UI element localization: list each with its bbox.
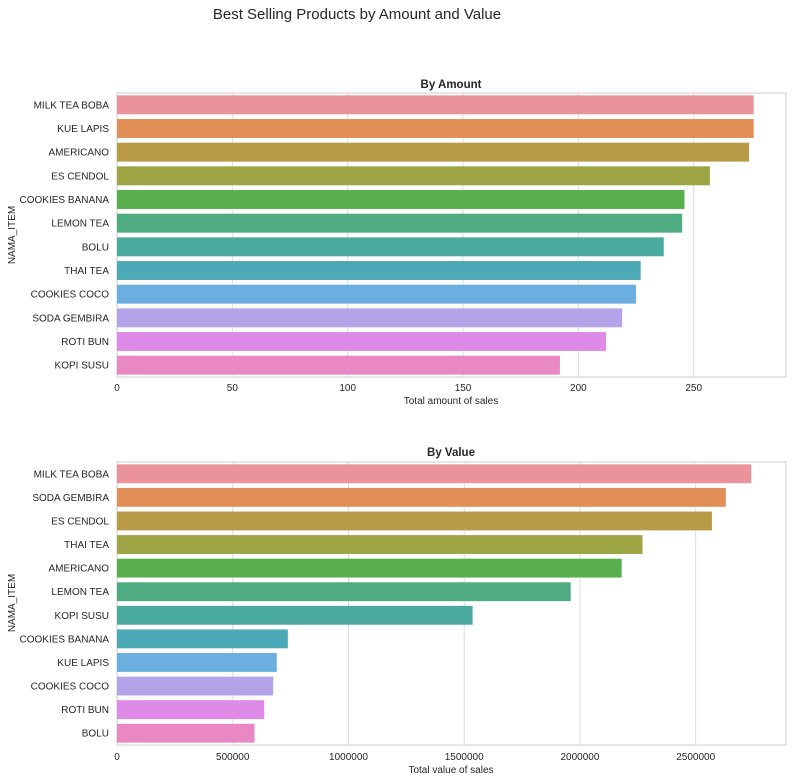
value-category-label: BOLU xyxy=(82,729,109,740)
amount-category-label: ROTI BUN xyxy=(61,337,109,348)
amount-bar xyxy=(117,308,623,328)
value-category-label: LEMON TEA xyxy=(51,587,109,598)
amount-category-label: KUE LAPIS xyxy=(57,124,109,135)
amount-bar xyxy=(117,190,685,209)
value-chart-plot-area xyxy=(116,461,787,746)
value-chart-title: By Value xyxy=(427,447,475,459)
value-category-label: KUE LAPIS xyxy=(57,658,109,669)
value-chart-ylabel: NAMA_ITEM xyxy=(7,574,18,632)
amount-category-label: BOLU xyxy=(82,242,109,253)
value-category-label: COOKIES COCO xyxy=(31,682,110,693)
amount-chart-title: By Amount xyxy=(421,79,482,91)
value-bar xyxy=(117,582,571,602)
amount-bar xyxy=(117,261,641,280)
value-bar xyxy=(117,605,473,625)
value-bar xyxy=(117,535,643,554)
amount-chart-ylabel: NAMA_ITEM xyxy=(7,206,18,264)
amount-x-tick-label: 150 xyxy=(455,383,472,394)
amount-bar xyxy=(117,119,754,138)
value-x-tick-label: 2500000 xyxy=(676,752,715,763)
amount-category-label: ES CENDOL xyxy=(51,171,109,182)
value-category-label: MILK TEA BOBA xyxy=(34,469,110,480)
amount-bar xyxy=(117,213,683,233)
value-x-tick-label: 500000 xyxy=(216,752,250,763)
amount-category-label: COOKIES BANANA xyxy=(20,195,110,206)
amount-x-tick-label: 0 xyxy=(114,383,120,394)
amount-category-label: THAI TEA xyxy=(64,266,109,277)
value-category-label: COOKIES BANANA xyxy=(20,634,110,645)
value-x-tick-label: 2000000 xyxy=(561,752,600,763)
value-bar xyxy=(117,653,277,672)
value-category-label: SODA GEMBIRA xyxy=(32,493,109,504)
value-bar xyxy=(117,464,752,484)
amount-bar xyxy=(117,166,710,186)
amount-category-label: SODA GEMBIRA xyxy=(32,313,109,324)
value-category-label: KOPI SUSU xyxy=(55,611,109,622)
amount-bar xyxy=(117,284,637,304)
amount-chart-plot-area xyxy=(116,92,787,378)
amount-bar xyxy=(117,142,750,162)
amount-category-label: KOPI SUSU xyxy=(55,361,109,372)
value-bar xyxy=(117,676,274,696)
amount-x-tick-label: 100 xyxy=(339,383,356,394)
amount-x-tick-label: 200 xyxy=(570,383,587,394)
value-bar xyxy=(117,723,255,743)
value-category-label: AMERICANO xyxy=(48,564,109,575)
value-x-tick-label: 1500000 xyxy=(445,752,484,763)
amount-category-label: LEMON TEA xyxy=(51,219,109,230)
amount-chart-xlabel: Total amount of sales xyxy=(404,396,499,407)
value-bar xyxy=(117,487,726,507)
value-chart-xlabel: Total value of sales xyxy=(408,765,493,776)
amount-category-label: AMERICANO xyxy=(48,148,109,159)
value-category-label: THAI TEA xyxy=(64,540,109,551)
value-bar xyxy=(117,558,622,578)
value-bar xyxy=(117,629,288,649)
value-x-tick-label: 1000000 xyxy=(329,752,368,763)
amount-category-label: COOKIES COCO xyxy=(31,290,110,301)
amount-bar xyxy=(117,355,560,375)
value-bar xyxy=(117,511,712,531)
amount-category-label: MILK TEA BOBA xyxy=(34,100,110,111)
amount-bar xyxy=(117,237,664,257)
amount-bar xyxy=(117,332,607,351)
value-category-label: ES CENDOL xyxy=(51,516,109,527)
value-bar xyxy=(117,700,265,720)
amount-x-tick-label: 50 xyxy=(227,383,239,394)
figure-suptitle: Best Selling Products by Amount and Valu… xyxy=(213,6,501,23)
amount-chart: By Amount MILK TEA BOBA KUE LAPIS AMERICAN… xyxy=(7,79,787,407)
value-category-label: ROTI BUN xyxy=(61,705,109,716)
value-chart: By Value MILK TEA BOBA SODA GEMBIRA ES CEN… xyxy=(7,447,787,776)
value-x-tick-label: 0 xyxy=(114,752,120,763)
amount-x-tick-label: 250 xyxy=(685,383,702,394)
amount-bar xyxy=(117,95,754,115)
